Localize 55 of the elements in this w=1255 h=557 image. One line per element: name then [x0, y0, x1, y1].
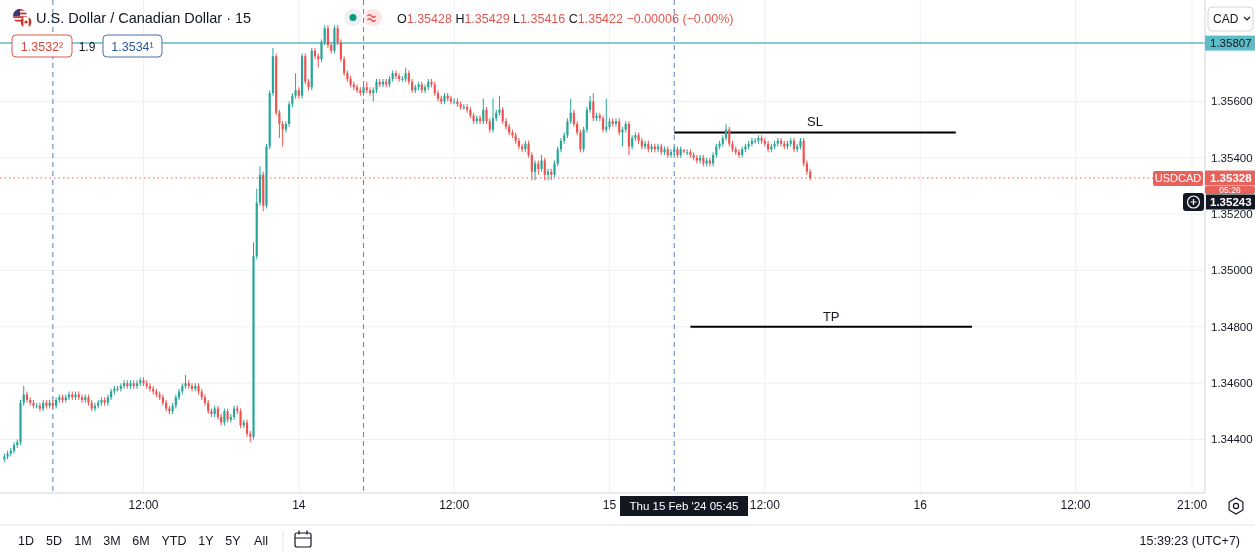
text: 5D: [46, 534, 62, 548]
x-tick-label: 15: [602, 498, 617, 512]
text: O1.35428 H1.35429 L1.35416 C1.35422 −0.00006 (−0.00%): [397, 12, 734, 26]
y-tick-label: 1.34600: [1211, 377, 1253, 390]
candlestick: [61, 394, 64, 403]
x-tick-label: 12:00: [128, 498, 159, 512]
candlestick: [362, 84, 365, 96]
text: 05:26: [1219, 185, 1241, 196]
text: 5Y: [225, 534, 242, 548]
text: YTD: [161, 534, 187, 548]
candlestick: [650, 143, 653, 153]
text: 1D: [18, 534, 34, 548]
candlestick: [129, 380, 132, 389]
ref-line-label: 1.35807: [1210, 37, 1252, 50]
text: All: [254, 534, 268, 548]
text: U.S. Dollar / Canadian Dollar · 15: [36, 10, 252, 26]
y-tick-label: 1.35000: [1211, 264, 1253, 277]
text: 3M: [103, 534, 121, 548]
x-tick-label: 12:00: [1060, 498, 1091, 512]
annotation: 1.3532²: [20, 39, 64, 54]
y-tick-label: 1.34800: [1211, 320, 1253, 333]
text: 6M: [132, 534, 150, 548]
candlestick: [605, 98, 608, 133]
y-tick-label: 1.35400: [1211, 151, 1253, 164]
text: CAD: [1213, 12, 1239, 26]
series-label: TP: [822, 308, 840, 324]
annotation: 1.9: [78, 40, 96, 54]
candlestick: [676, 146, 679, 158]
x-tick-label: 14: [292, 498, 306, 512]
candlestick: [74, 391, 77, 401]
candlestick: [116, 385, 119, 392]
candlestick: [100, 397, 103, 406]
x-tick-label: 12:00: [749, 498, 781, 512]
y-tick-label: 1.35200: [1211, 208, 1253, 221]
text: 1M: [74, 534, 92, 548]
text: 15:39:23 (UTC+7): [1139, 534, 1240, 548]
x-tick-label: 12:00: [439, 498, 470, 512]
text: 1Y: [198, 534, 215, 548]
candlestick: [239, 408, 242, 429]
text: Thu 15 Feb '24 05:45: [629, 500, 739, 512]
candlestick: [689, 149, 692, 158]
x-tick-label: 21:00: [1177, 498, 1208, 512]
ref-line-label: 1.35328: [1210, 172, 1253, 185]
y-tick-label: 1.34400: [1211, 433, 1253, 446]
text: 1.35243: [1210, 195, 1252, 208]
annotation: 1.3534¹: [111, 39, 154, 54]
candlestick: [540, 154, 543, 172]
series-label: SL: [807, 114, 823, 130]
candlestick: [663, 146, 666, 155]
candlestick: [456, 98, 459, 108]
candlestick: [32, 400, 35, 409]
y-tick-label: 1.35600: [1211, 95, 1253, 108]
candlestick: [333, 25, 336, 54]
x-tick-label: 16: [913, 498, 928, 512]
candlestick: [142, 377, 145, 386]
